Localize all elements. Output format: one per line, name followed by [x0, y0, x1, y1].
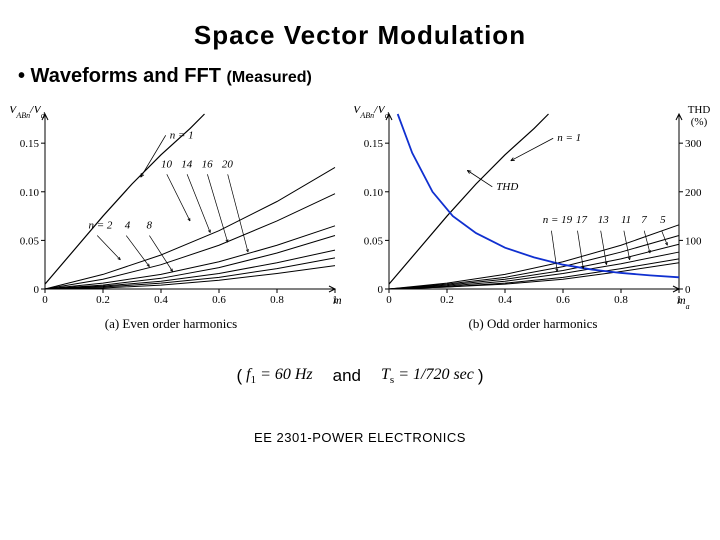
svg-text:n = 19: n = 19: [543, 214, 573, 226]
svg-text:0.8: 0.8: [270, 294, 284, 306]
svg-text:0.05: 0.05: [20, 235, 40, 247]
svg-text:0.15: 0.15: [20, 138, 40, 150]
svg-text:THD: THD: [688, 106, 711, 116]
equation-f1: f1 = 60 Hz: [246, 366, 313, 386]
chart-b-caption: (b) Odd order harmonics: [347, 316, 719, 332]
svg-text:0.6: 0.6: [556, 294, 570, 306]
svg-text:4: 4: [125, 220, 131, 232]
svg-text:VABn/Vd: VABn/Vd: [9, 106, 46, 120]
svg-text:n = 1: n = 1: [557, 132, 581, 144]
equation-line: ( f1 = 60 Hz and Ts = 1/720 sec ): [0, 366, 720, 386]
svg-text:14: 14: [181, 158, 193, 170]
svg-text:0: 0: [685, 284, 691, 296]
subtitle-prefix: • Waveforms and FFT: [18, 65, 227, 87]
svg-text:7: 7: [641, 214, 647, 226]
svg-text:0: 0: [42, 294, 48, 306]
svg-text:n = 1: n = 1: [170, 129, 194, 141]
svg-text:16: 16: [202, 158, 214, 170]
svg-text:THD: THD: [496, 181, 518, 193]
svg-text:n = 2: n = 2: [89, 220, 113, 232]
paren-open: (: [236, 366, 242, 386]
svg-text:0.15: 0.15: [364, 138, 384, 150]
svg-text:(%): (%): [691, 116, 708, 128]
paren-close: ): [478, 366, 484, 386]
svg-text:20: 20: [222, 158, 234, 170]
page-title: Space Vector Modulation: [0, 0, 720, 65]
svg-text:100: 100: [685, 235, 702, 247]
chart-a: 0 0.2 0.4 0.6 0.8 10 0.05 0.10 0.15 VABn/Vd ma n = …: [1, 106, 341, 332]
footer: EE 2301-POWER ELECTRONICS: [0, 430, 720, 445]
svg-text:0.10: 0.10: [20, 187, 40, 199]
chart-row: 0 0.2 0.4 0.6 0.8 10 0.05 0.10 0.15 VABn/Vd ma n = …: [0, 106, 720, 332]
svg-text:ma: ma: [333, 293, 341, 309]
svg-text:0.4: 0.4: [154, 294, 168, 306]
chart-b-svg: 00.20.40.60.8100.050.100.150100200300VAB…: [347, 106, 719, 309]
svg-text:VABn/Vd: VABn/Vd: [353, 106, 390, 120]
svg-text:13: 13: [598, 214, 610, 226]
svg-text:0: 0: [34, 284, 40, 296]
subtitle-suffix: (Measured): [227, 69, 312, 86]
chart-a-svg: 0 0.2 0.4 0.6 0.8 10 0.05 0.10 0.15 VABn/Vd ma n = …: [1, 106, 341, 309]
svg-text:17: 17: [576, 214, 588, 226]
svg-text:0.2: 0.2: [96, 294, 110, 306]
svg-text:0.8: 0.8: [614, 294, 628, 306]
svg-text:0.2: 0.2: [440, 294, 454, 306]
svg-text:200: 200: [685, 187, 702, 199]
svg-text:0: 0: [378, 284, 384, 296]
equation-mid: and: [333, 366, 361, 386]
subtitle: • Waveforms and FFT (Measured): [0, 65, 720, 106]
svg-text:0: 0: [386, 294, 392, 306]
svg-text:5: 5: [660, 214, 666, 226]
svg-text:300: 300: [685, 138, 702, 150]
svg-text:0.10: 0.10: [364, 187, 384, 199]
equation-ts: Ts = 1/720 sec: [381, 366, 474, 386]
title-text: Space Vector Modulation: [194, 20, 526, 50]
chart-b: 00.20.40.60.8100.050.100.150100200300VAB…: [347, 106, 719, 332]
svg-text:0.6: 0.6: [212, 294, 226, 306]
chart-a-caption: (a) Even order harmonics: [1, 316, 341, 332]
svg-text:11: 11: [621, 214, 631, 226]
svg-text:0.4: 0.4: [498, 294, 512, 306]
svg-text:10: 10: [161, 158, 173, 170]
svg-text:0.05: 0.05: [364, 235, 384, 247]
svg-text:8: 8: [147, 220, 153, 232]
